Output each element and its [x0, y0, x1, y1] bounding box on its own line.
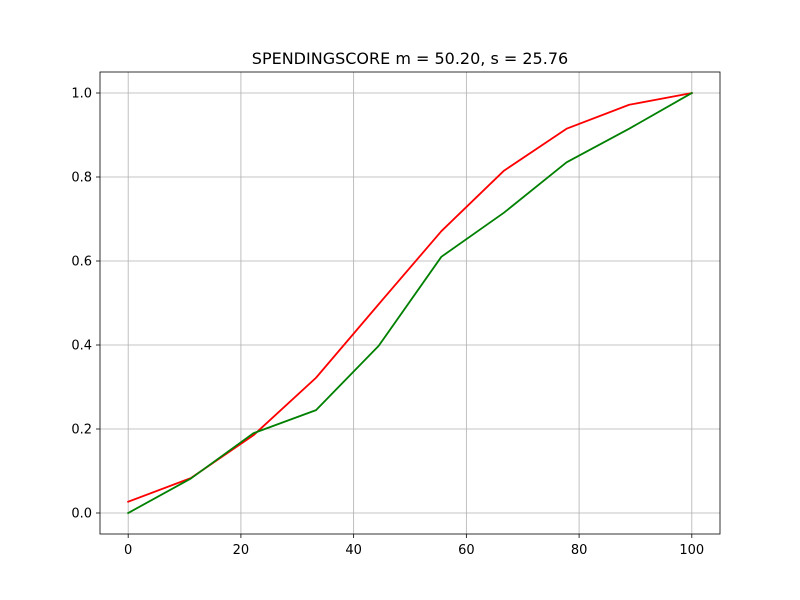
y-tick-label: 1.0	[71, 87, 92, 102]
y-tick-label: 0.8	[71, 171, 92, 186]
axes-frame	[99, 71, 721, 535]
x-tick-label: 0	[124, 543, 132, 558]
y-tick-label: 0.0	[71, 507, 92, 522]
x-tick-label: 100	[679, 543, 704, 558]
grid-layer	[100, 72, 720, 534]
tick-layer: 0 20 40 60 80 100 0.0 0.2 0.4 0.6 0.8 1.0	[71, 87, 704, 559]
chart-title: SPENDINGSCORE m = 50.20, s = 25.76	[252, 49, 568, 68]
x-tick-label: 40	[345, 543, 362, 558]
series-layer	[126, 91, 694, 515]
y-tick-label: 0.4	[71, 339, 92, 354]
x-tick-label: 80	[571, 543, 588, 558]
red-series-line	[127, 91, 693, 503]
y-tick-label: 0.2	[71, 423, 92, 438]
green-series-line	[126, 91, 694, 515]
y-tick-label: 0.6	[71, 255, 92, 270]
x-tick-label: 20	[233, 543, 250, 558]
x-tick-label: 60	[458, 543, 475, 558]
